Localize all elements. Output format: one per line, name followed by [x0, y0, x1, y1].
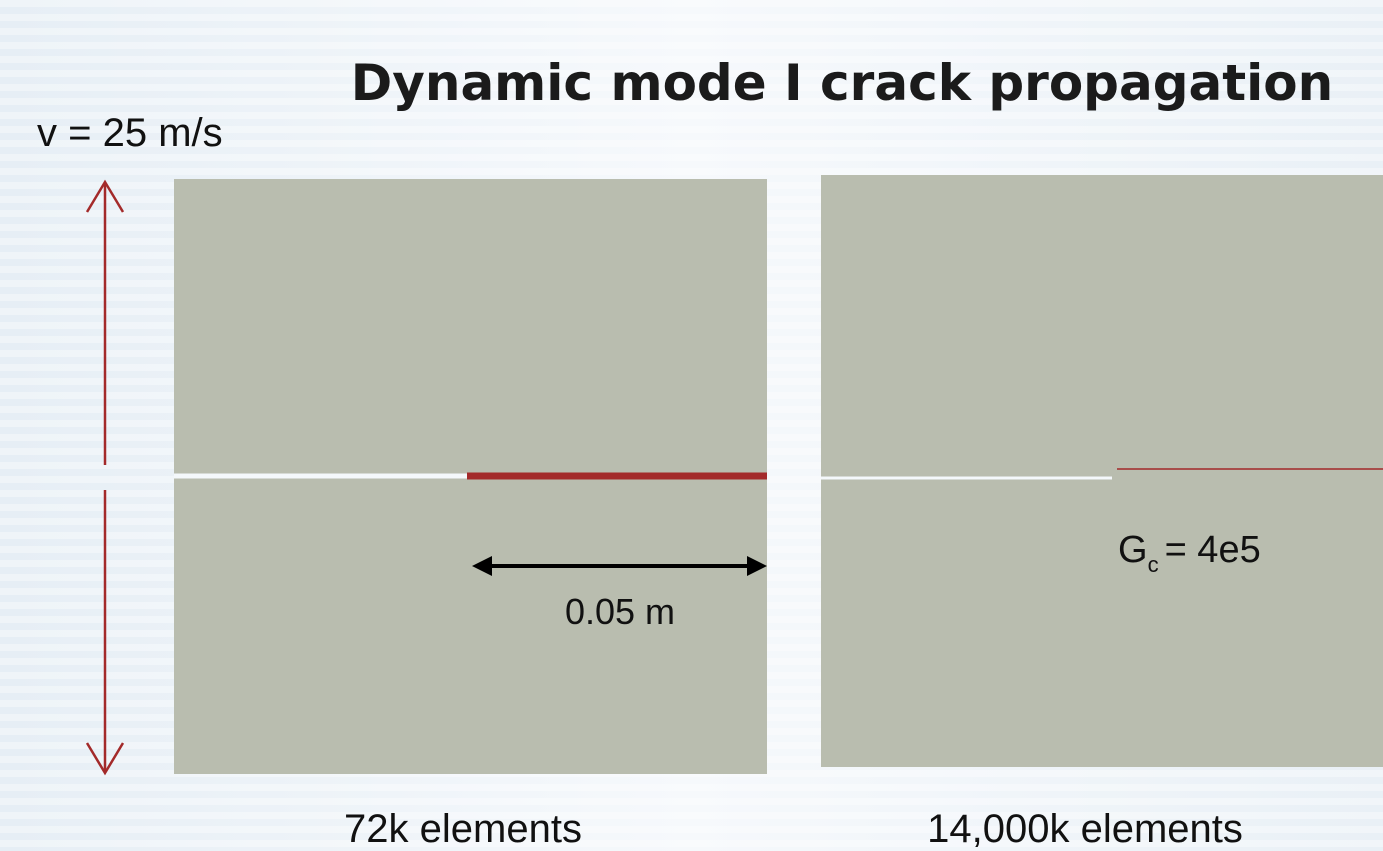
length-label: 0.05 m [565, 591, 675, 632]
length-arrow [472, 556, 767, 576]
velocity-label: v = 25 m/s [37, 111, 223, 155]
gc-value: = 4e5 [1165, 529, 1261, 571]
gc-label: Gc = 4e5 [1118, 529, 1261, 577]
right-caption: 14,000k elements [927, 807, 1243, 851]
left-caption: 72k elements [344, 807, 582, 851]
velocity-arrows [85, 179, 125, 776]
gc-subscript: c [1148, 552, 1159, 577]
gc-symbol: G [1118, 529, 1148, 571]
title: Dynamic mode I crack propagation [351, 54, 1333, 112]
right-specimen [821, 175, 1383, 767]
